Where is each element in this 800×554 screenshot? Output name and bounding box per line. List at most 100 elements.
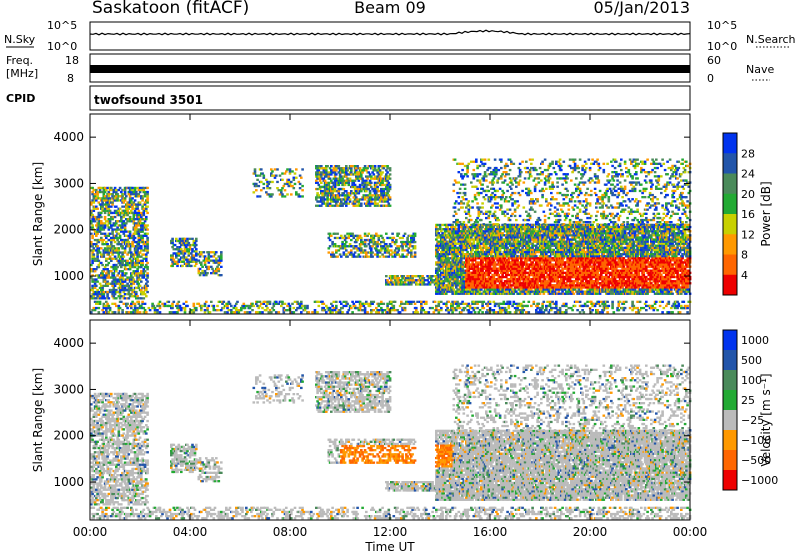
echo-cell: [271, 170, 274, 173]
echo-cell: [372, 187, 376, 191]
echo-cell: [132, 215, 136, 219]
echo-cell: [110, 259, 113, 262]
echo-cell: [496, 240, 499, 243]
echo-cell: [92, 247, 96, 250]
echo-cell: [108, 220, 112, 223]
echo-cell: [256, 178, 259, 181]
echo-cell: [497, 228, 501, 231]
echo-cell: [363, 311, 367, 314]
echo-cell: [103, 265, 107, 269]
echo-cell: [133, 230, 137, 233]
echo-cell: [467, 311, 471, 314]
echo-cell: [435, 225, 438, 229]
echo-cell: [95, 243, 98, 246]
echo-cell: [465, 236, 468, 239]
echo-cell: [121, 309, 124, 312]
echo-cell: [682, 300, 686, 303]
echo-cell: [326, 198, 329, 201]
echo-cell: [466, 230, 469, 233]
echo-cell: [375, 249, 378, 252]
echo-cell: [390, 306, 393, 310]
echo-cell: [190, 252, 193, 255]
echo-cell: [113, 311, 117, 314]
echo-cell: [387, 181, 391, 184]
echo-cell: [117, 209, 121, 212]
echo-cell: [303, 309, 307, 312]
echo-cell: [190, 309, 193, 312]
echo-cell: [331, 304, 334, 308]
echo-cell: [137, 259, 141, 262]
echo-cell: [590, 311, 593, 314]
echo-cell: [195, 260, 198, 263]
echo-cell: [455, 273, 458, 277]
echo-cell: [290, 180, 293, 184]
echo-cell: [118, 306, 122, 310]
echo-cell: [438, 228, 442, 231]
echo-cell: [318, 179, 322, 182]
echo-cell: [183, 311, 187, 314]
echo-cell: [290, 193, 293, 196]
echo-cell: [628, 306, 632, 310]
echo-cell: [558, 306, 562, 310]
echo-cell: [468, 290, 472, 293]
echo-cell: [236, 300, 239, 303]
echo-cell: [348, 243, 352, 246]
echo-cell: [473, 250, 477, 254]
echo-cell: [437, 304, 441, 308]
echo-cell: [183, 306, 187, 310]
echo-cell: [122, 232, 126, 235]
echo-cell: [368, 245, 372, 248]
echo-cell: [411, 279, 414, 282]
echo-cell: [91, 226, 94, 229]
echo-cell: [586, 300, 589, 303]
echo-cell: [370, 181, 373, 184]
echo-cell: [498, 257, 502, 260]
echo-cell: [243, 306, 247, 310]
echo-cell: [320, 196, 323, 199]
echo-cell: [427, 311, 431, 314]
echo-cell: [252, 304, 256, 308]
echo-cell: [215, 251, 218, 254]
echo-cell: [330, 173, 333, 176]
echo-cell: [185, 241, 188, 245]
echo-cell: [256, 300, 259, 303]
echo-cell: [143, 220, 147, 223]
echo-cell: [115, 288, 118, 292]
echo-cell: [140, 304, 143, 308]
echo-cell: [500, 225, 503, 229]
echo-cell: [207, 253, 211, 256]
echo-cell: [131, 205, 134, 208]
echo-cell: [92, 201, 96, 204]
echo-cell: [148, 309, 152, 312]
echo-cell: [127, 240, 131, 244]
echo-cell: [113, 293, 117, 296]
echo-cell: [132, 288, 136, 292]
echo-cell: [372, 173, 376, 176]
echo-cell: [503, 257, 507, 260]
echo-cell: [248, 306, 252, 310]
echo-cell: [501, 273, 504, 277]
echo-cell: [377, 249, 381, 252]
echo-cell: [346, 198, 349, 201]
echo-cell: [453, 236, 457, 239]
echo-cell: [636, 300, 639, 303]
echo-cell: [97, 311, 101, 314]
echo-cell: [648, 304, 652, 308]
echo-cell: [326, 200, 329, 203]
echo-cell: [372, 300, 376, 303]
echo-cell: [642, 306, 646, 310]
echo-cell: [440, 255, 443, 258]
echo-cell: [133, 306, 137, 310]
echo-cell: [392, 304, 396, 308]
echo-cell: [137, 272, 141, 275]
echo-cell: [132, 238, 136, 242]
echo-cell: [365, 251, 368, 254]
echo-cell: [471, 261, 474, 264]
echo-cell: [535, 311, 538, 314]
echo-cell: [555, 306, 558, 310]
echo-cell: [123, 199, 127, 202]
echo-cell: [200, 261, 203, 264]
echo-cell: [303, 304, 307, 308]
echo-cell: [126, 261, 129, 265]
echo-cell: [365, 185, 368, 189]
